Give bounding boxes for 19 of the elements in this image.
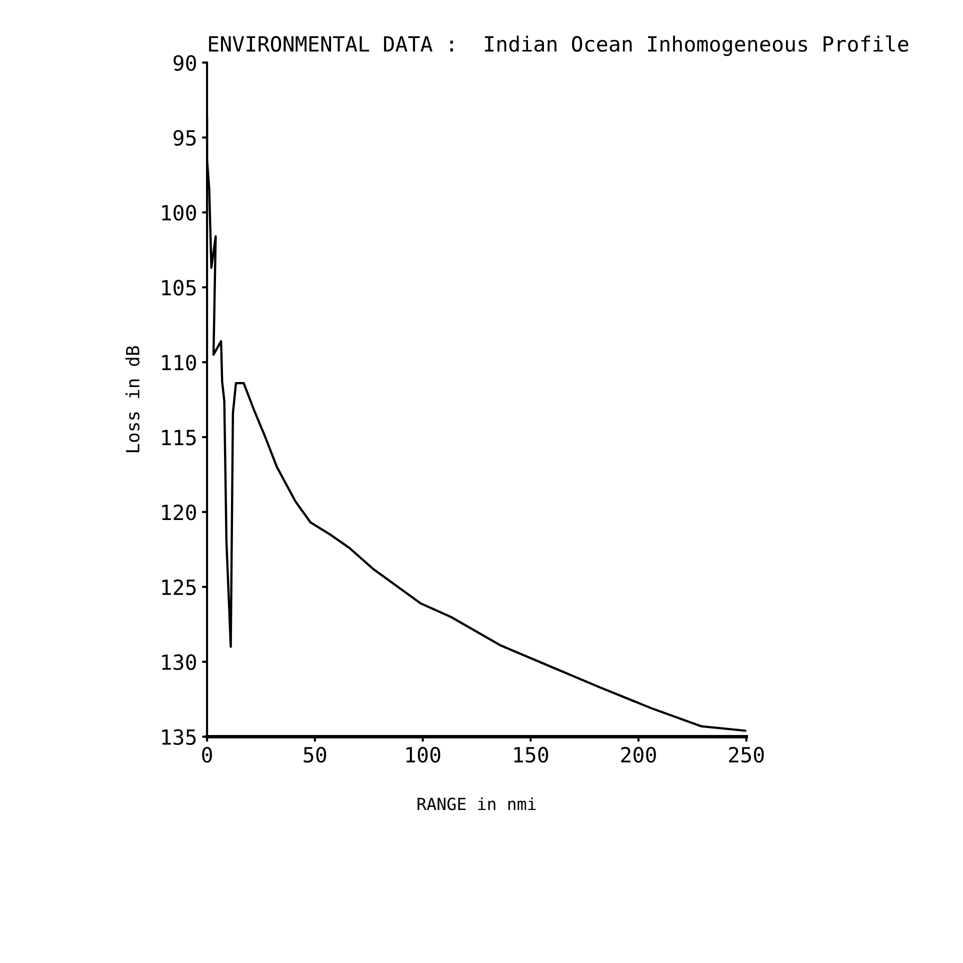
x-tick-label: 100 [406,746,440,763]
y-tick-label: 130 [162,654,196,670]
x-tick-label: 250 [729,746,764,763]
y-tick-label: 90 [174,55,196,71]
y-tick-label: 125 [162,579,196,596]
y-tick-label: 135 [162,729,196,745]
y-tick-label: 95 [174,130,196,146]
y-tick-label: 120 [162,504,196,520]
x-axis-title: RANGE in nmi [418,797,536,810]
x-tick-label: 50 [304,746,326,763]
x-tick-label: 150 [514,746,548,763]
y-axis-title: Loss in dB [126,346,140,452]
chart-title: ENVIRONMENTAL DATA : Indian Ocean Inhomogeneous Profile [209,36,908,56]
x-tick-label: 0 [202,746,212,763]
y-tick-label: 100 [162,204,196,221]
y-tick-label: 110 [162,354,196,370]
x-tick-label: 200 [621,746,656,763]
y-tick-label: 105 [162,280,196,296]
y-tick-label: 115 [162,430,196,446]
